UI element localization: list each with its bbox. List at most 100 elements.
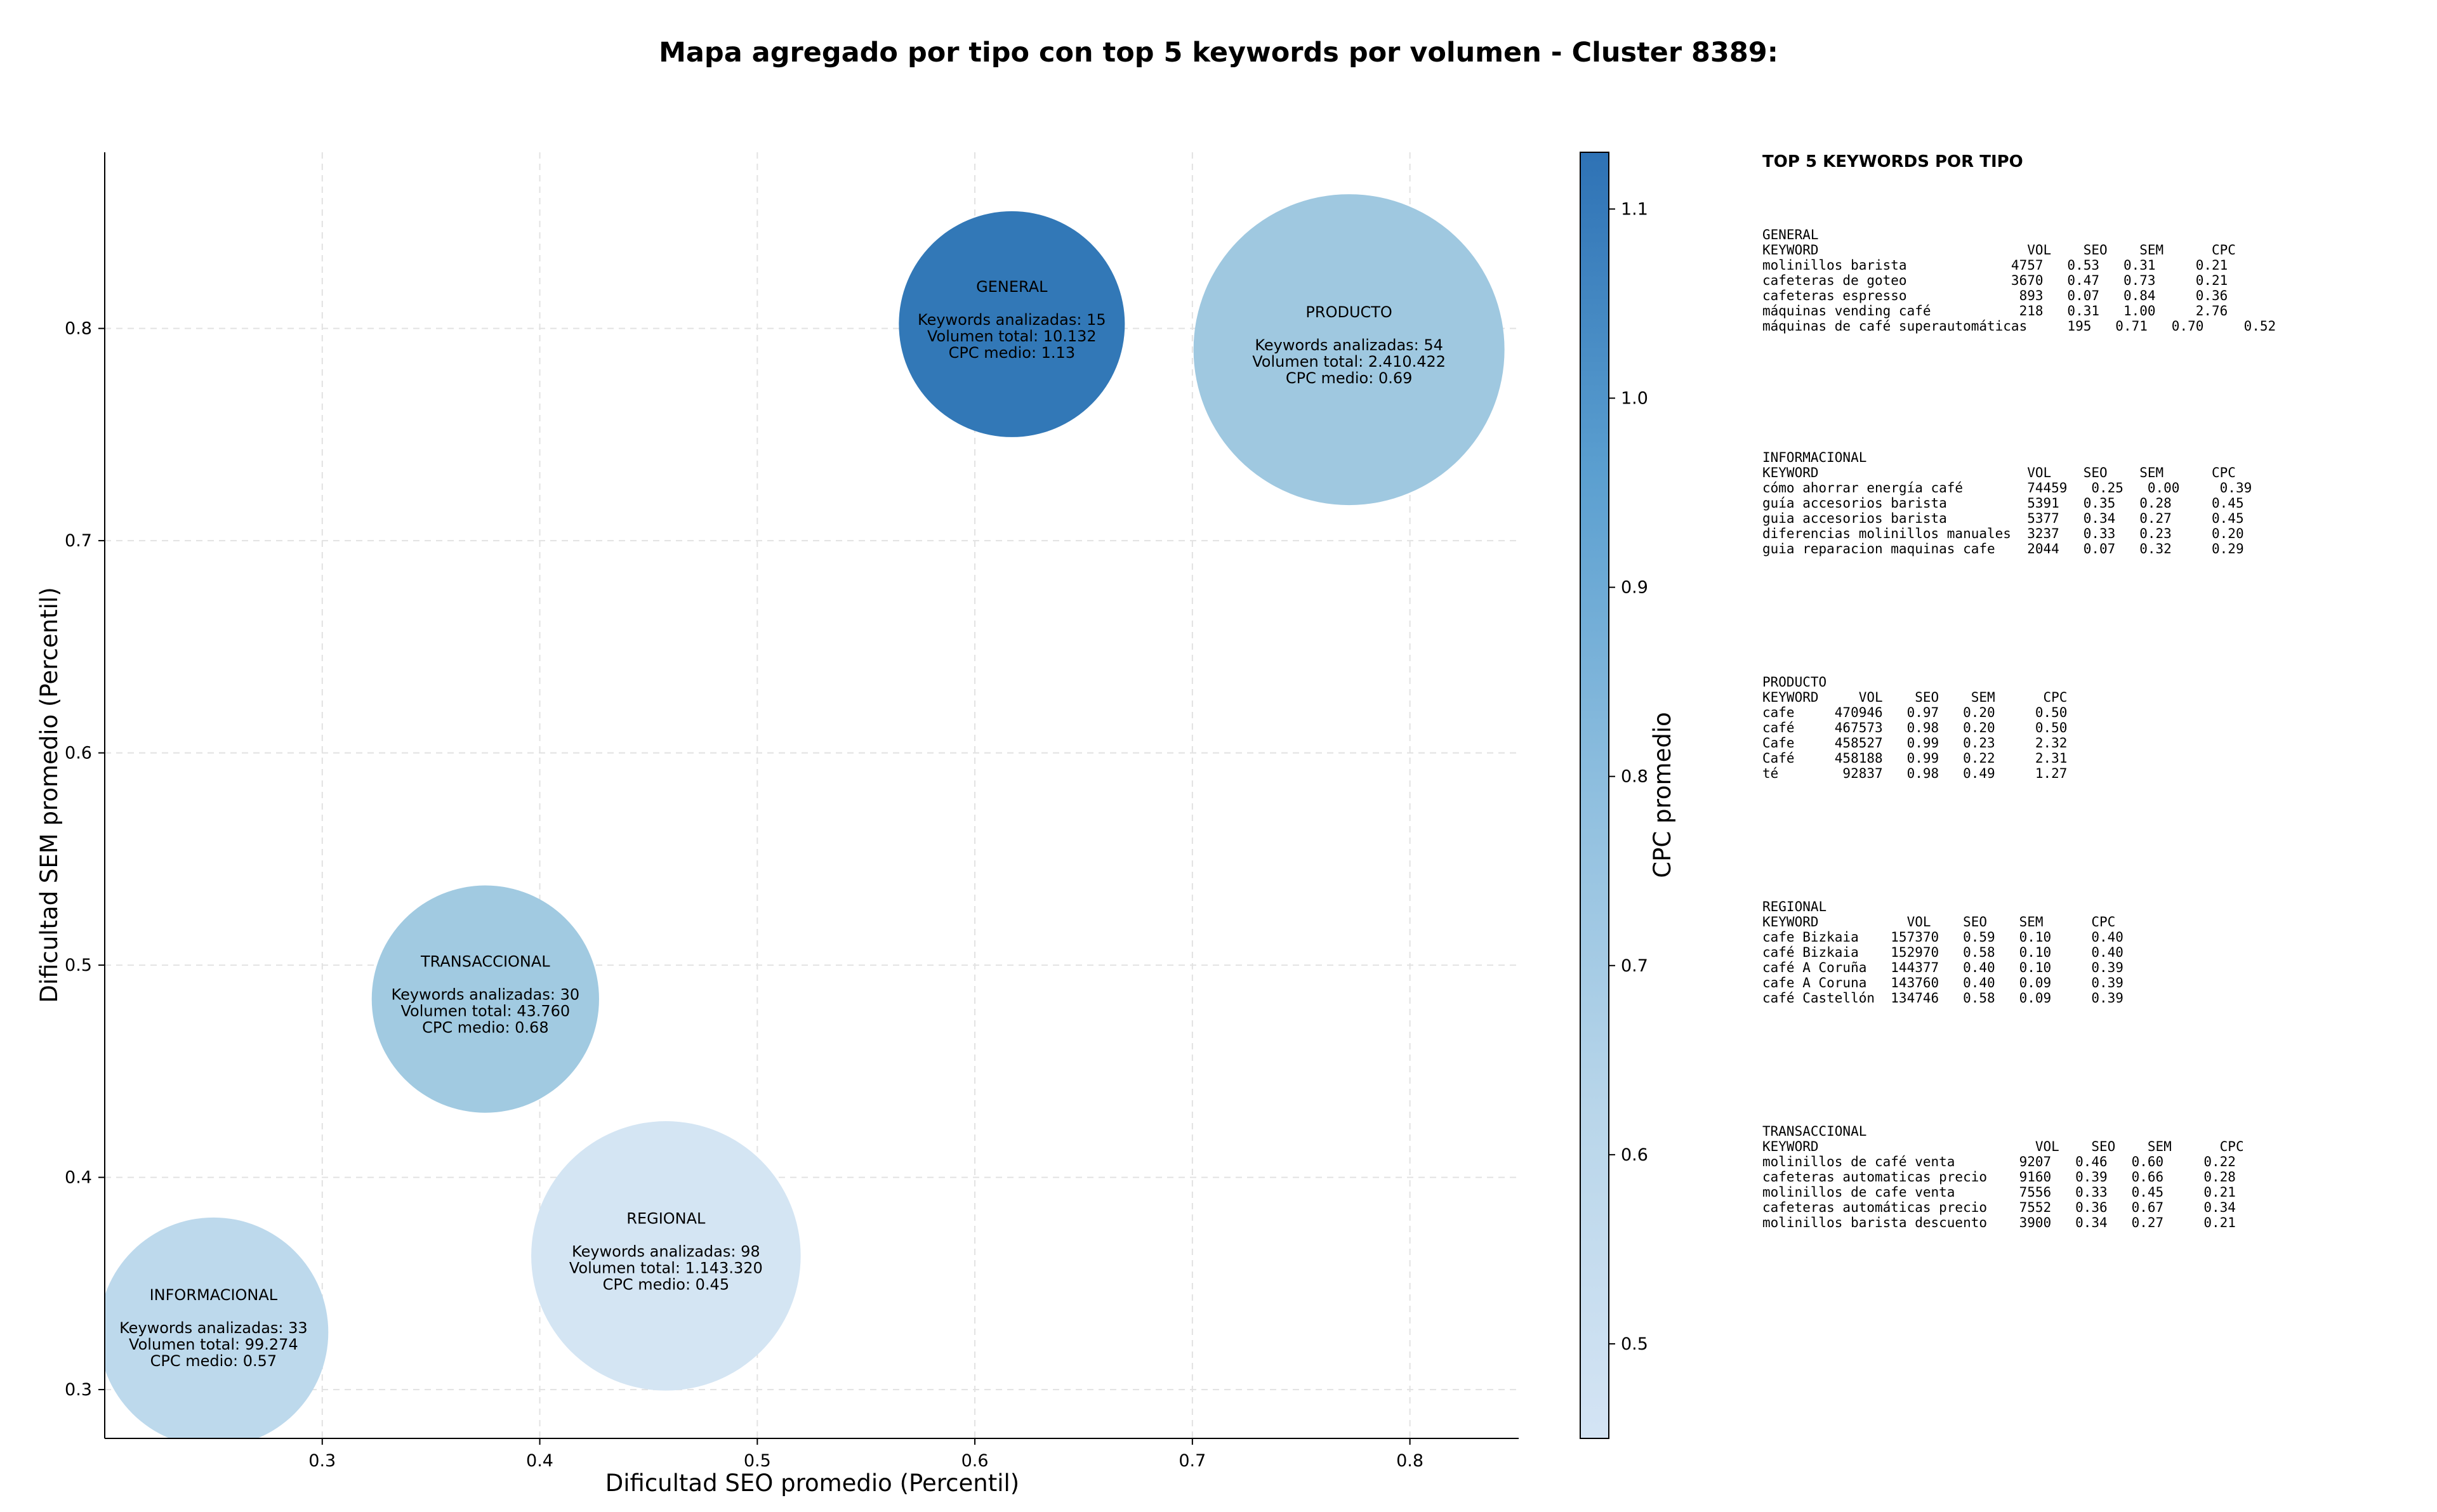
y-tick-label: 0.8 — [65, 319, 92, 339]
section-header: KEYWORD VOL SEO SEM CPC — [1762, 1139, 2244, 1154]
x-axis-title: Dificultad SEO promedio (Percentil) — [605, 1469, 1019, 1497]
side-panel-heading: TOP 5 KEYWORDS POR TIPO — [1762, 152, 2023, 171]
keyword-row: café Bizkaia 152970 0.58 0.10 0.40 — [1762, 945, 2123, 960]
colorbar-tick-label: 0.7 — [1621, 956, 1648, 976]
keyword-row: molinillos de café venta 9207 0.46 0.60 … — [1762, 1154, 2236, 1169]
colorbar-ticks: 0.5 0.6 0.7 0.8 0.9 1.0 1.1 — [1609, 199, 1648, 1354]
x-tick-label: 0.7 — [1179, 1451, 1206, 1471]
colorbar-tick-label: 1.1 — [1621, 199, 1648, 219]
colorbar-label: CPC promedio — [1649, 712, 1676, 878]
x-tick-label: 0.8 — [1396, 1451, 1423, 1471]
keyword-row: café Castellón 134746 0.58 0.09 0.39 — [1762, 990, 2123, 1006]
bubble-label-line2: Volumen total: 10.132 — [927, 327, 1097, 345]
bubble-label-name: PRODUCTO — [1305, 303, 1392, 321]
section-name: GENERAL — [1762, 227, 1819, 242]
bubble-label-line1: Keywords analizadas: 33 — [119, 1319, 308, 1337]
colorbar-tick-label: 0.6 — [1621, 1145, 1648, 1165]
section-name: PRODUCTO — [1762, 674, 1826, 690]
chart-title: Mapa agregado por tipo con top 5 keyword… — [659, 37, 1778, 69]
y-axis-title: Dificultad SEM promedio (Percentil) — [36, 587, 63, 1003]
bubble-label-line2: Volumen total: 1.143.320 — [569, 1259, 763, 1277]
bubble-label-line3: CPC medio: 0.45 — [603, 1275, 730, 1293]
keyword-row: cafeteras automaticas precio 9160 0.39 0… — [1762, 1169, 2236, 1185]
colorbar-tick-label: 1.0 — [1621, 389, 1648, 409]
x-tick-label: 0.3 — [308, 1451, 336, 1471]
bubble-label-name: TRANSACCIONAL — [420, 953, 550, 971]
bubble-circle — [531, 1121, 801, 1391]
section-header: KEYWORD VOL SEO SEM CPC — [1762, 914, 2115, 930]
bubble-informacional: INFORMACIONAL Keywords analizadas: 33Volu… — [105, 1217, 329, 1438]
bubble-circle — [1193, 194, 1505, 506]
section-header: KEYWORD VOL SEO SEM CPC — [1762, 465, 2236, 480]
bubble-label-line2: Volumen total: 99.274 — [129, 1336, 298, 1353]
bubble-label-line3: CPC medio: 0.57 — [150, 1352, 277, 1370]
bubble-circle — [371, 885, 599, 1113]
keyword-row: guia accesorios barista 5377 0.34 0.27 0… — [1762, 511, 2244, 526]
colorbar-tick-label: 0.5 — [1621, 1334, 1648, 1354]
section-name: TRANSACCIONAL — [1762, 1124, 1866, 1139]
colorbar-tick-label: 0.8 — [1621, 767, 1648, 787]
keyword-row: café 467573 0.98 0.20 0.50 — [1762, 720, 2067, 735]
x-ticks: 0.3 0.4 0.5 0.6 0.7 0.8 — [308, 1438, 1423, 1471]
keyword-row: guia reparacion maquinas cafe 2044 0.07 … — [1762, 541, 2244, 556]
y-ticks: 0.3 0.4 0.5 0.6 0.7 0.8 — [65, 319, 105, 1400]
y-tick-label: 0.3 — [65, 1380, 92, 1400]
colorbar-tick-label: 0.9 — [1621, 578, 1648, 598]
bubble-label-name: REGIONAL — [626, 1209, 706, 1227]
bubble-label-line3: CPC medio: 0.68 — [422, 1019, 549, 1037]
keyword-row: diferencias molinillos manuales 3237 0.3… — [1762, 526, 2244, 541]
colorbar-gradient — [1580, 152, 1609, 1439]
bubble-transaccional: TRANSACCIONAL Keywords analizadas: 30Volu… — [371, 885, 599, 1113]
keyword-row: cafe A Coruna 143760 0.40 0.09 0.39 — [1762, 975, 2123, 990]
bubble-label-line1: Keywords analizadas: 54 — [1255, 336, 1443, 354]
bubble-label-line2: Volumen total: 43.760 — [401, 1003, 571, 1020]
section-name: REGIONAL — [1762, 899, 1826, 914]
plot-axes — [104, 152, 1519, 1439]
keyword-row: máquinas de café superautomáticas 195 0.… — [1762, 319, 2276, 334]
section-name: INFORMACIONAL — [1762, 450, 1866, 465]
keyword-row: cafe 470946 0.97 0.20 0.50 — [1762, 705, 2067, 720]
keyword-row: cafeteras de goteo 3670 0.47 0.73 0.21 — [1762, 273, 2228, 288]
keyword-row: té 92837 0.98 0.49 1.27 — [1762, 766, 2067, 781]
keyword-row: guía accesorios barista 5391 0.35 0.28 0… — [1762, 496, 2244, 511]
bubble-label-line2: Volumen total: 2.410.422 — [1252, 353, 1446, 371]
y-tick-label: 0.7 — [65, 531, 92, 551]
bubble-circle — [105, 1217, 329, 1438]
y-tick-label: 0.5 — [65, 956, 92, 975]
keyword-row: máquinas vending café 218 0.31 1.00 2.76 — [1762, 303, 2228, 319]
keyword-row: Café 458188 0.99 0.22 2.31 — [1762, 751, 2067, 766]
bubble-label-name: GENERAL — [976, 278, 1048, 296]
bubble-label-line1: Keywords analizadas: 98 — [572, 1242, 760, 1260]
keyword-row: molinillos barista 4757 0.53 0.31 0.21 — [1762, 258, 2228, 273]
bubble-label-line3: CPC medio: 0.69 — [1286, 369, 1413, 387]
bubble-label-line3: CPC medio: 1.13 — [949, 344, 1076, 362]
keyword-row: molinillos de cafe venta 7556 0.33 0.45 … — [1762, 1185, 2236, 1200]
bubble-circle — [899, 211, 1125, 437]
keyword-row: Cafe 458527 0.99 0.23 2.32 — [1762, 735, 2067, 751]
y-tick-label: 0.6 — [65, 744, 92, 763]
x-tick-label: 0.4 — [526, 1451, 553, 1471]
keyword-row: cafeteras automáticas precio 7552 0.36 0… — [1762, 1200, 2236, 1215]
colorbar: 0.5 0.6 0.7 0.8 0.9 1.0 1.1 CPC promedio — [1580, 152, 1676, 1439]
bubble-label-line1: Keywords analizadas: 15 — [918, 311, 1106, 329]
keyword-row: cómo ahorrar energía café 74459 0.25 0.0… — [1762, 480, 2252, 496]
keyword-row: molinillos barista descuento 3900 0.34 0… — [1762, 1215, 2236, 1230]
bubble-label-line1: Keywords analizadas: 30 — [392, 986, 580, 1004]
keyword-row: cafeteras espresso 893 0.07 0.84 0.36 — [1762, 288, 2228, 303]
section-header: KEYWORD VOL SEO SEM CPC — [1762, 242, 2236, 258]
bubble-label-name: INFORMACIONAL — [150, 1286, 278, 1304]
keyword-row: café A Coruña 144377 0.40 0.10 0.39 — [1762, 960, 2123, 975]
y-tick-label: 0.4 — [65, 1168, 92, 1188]
